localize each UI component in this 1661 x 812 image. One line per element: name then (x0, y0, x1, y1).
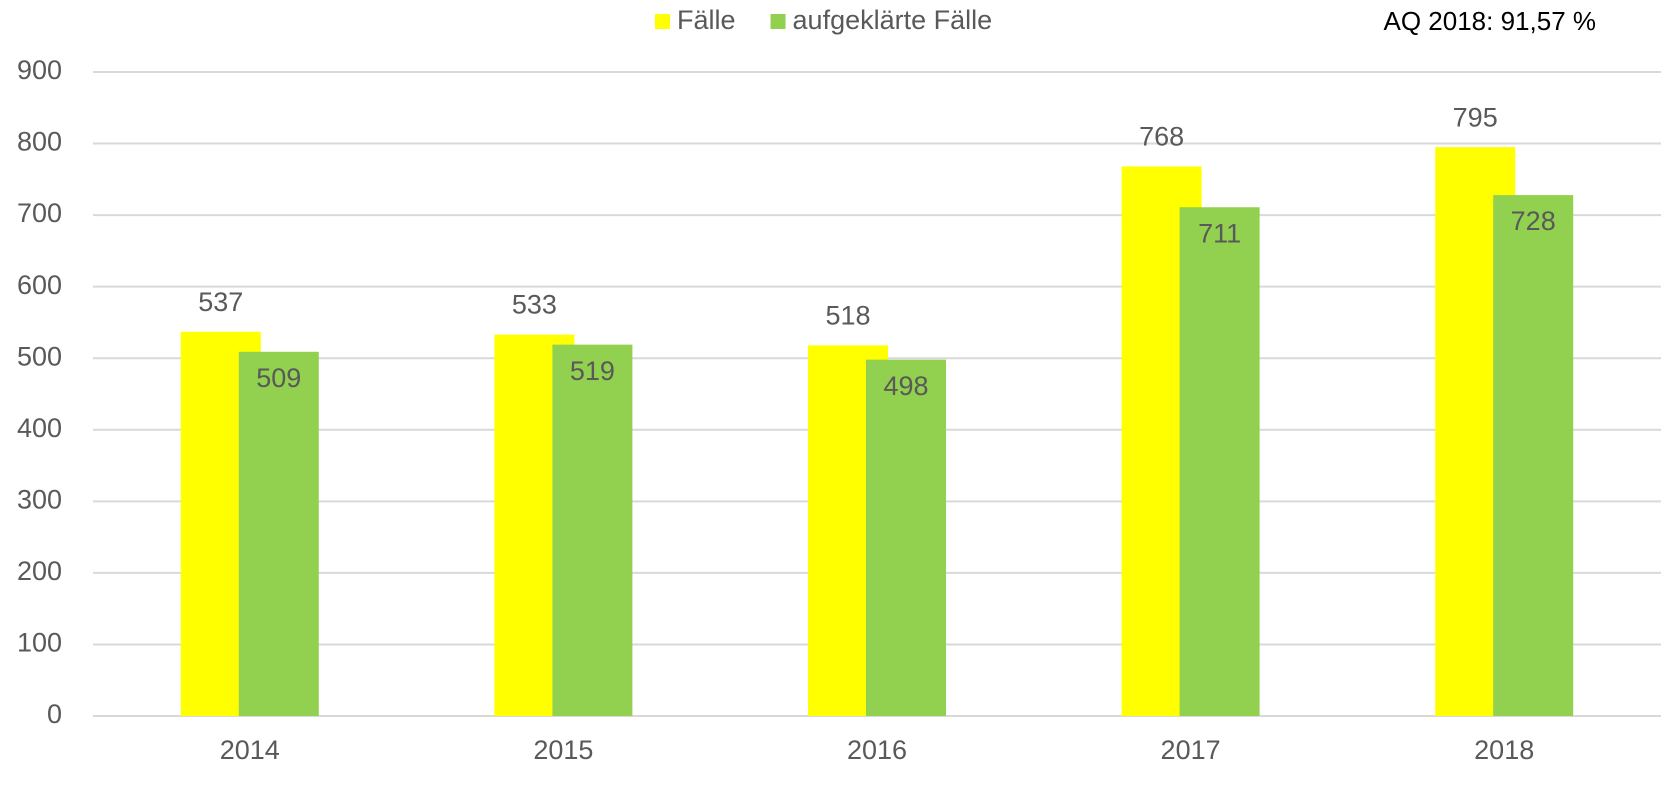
y-tick-label: 200 (17, 556, 62, 586)
data-label: 537 (198, 287, 243, 317)
y-tick-label: 300 (17, 484, 62, 514)
y-tick-label: 100 (17, 628, 62, 658)
bar (1179, 207, 1260, 717)
data-label: 498 (883, 371, 928, 401)
legend-swatch (655, 14, 670, 29)
x-tick-label: 2017 (1161, 735, 1221, 765)
x-tick-label: 2018 (1474, 735, 1534, 765)
data-label: 509 (256, 363, 301, 393)
x-tick-label: 2016 (847, 735, 907, 765)
data-label: 518 (825, 300, 870, 330)
data-label: 768 (1139, 122, 1184, 152)
y-tick-label: 0 (47, 699, 62, 729)
annotation: AQ 2018: 91,57 % (1384, 6, 1596, 36)
bar (866, 359, 946, 716)
y-tick-label: 700 (17, 198, 62, 228)
y-tick-label: 500 (17, 341, 62, 371)
data-label: 519 (570, 356, 615, 386)
bar (1493, 195, 1574, 716)
data-label: 795 (1453, 102, 1498, 132)
y-tick-label: 900 (17, 55, 62, 85)
y-tick-label: 800 (17, 127, 62, 157)
y-tick-label: 600 (17, 270, 62, 300)
y-tick-label: 400 (17, 413, 62, 443)
data-label: 711 (1198, 218, 1241, 248)
x-tick-label: 2015 (533, 735, 593, 765)
x-tick-label: 2014 (220, 735, 280, 765)
data-label: 533 (512, 290, 557, 320)
legend-label: aufgeklärte Fälle (793, 5, 993, 35)
bar (238, 351, 319, 716)
legend-swatch (770, 14, 786, 29)
data-label: 728 (1511, 206, 1556, 236)
legend-label: Fälle (677, 5, 736, 35)
bar (552, 344, 633, 716)
